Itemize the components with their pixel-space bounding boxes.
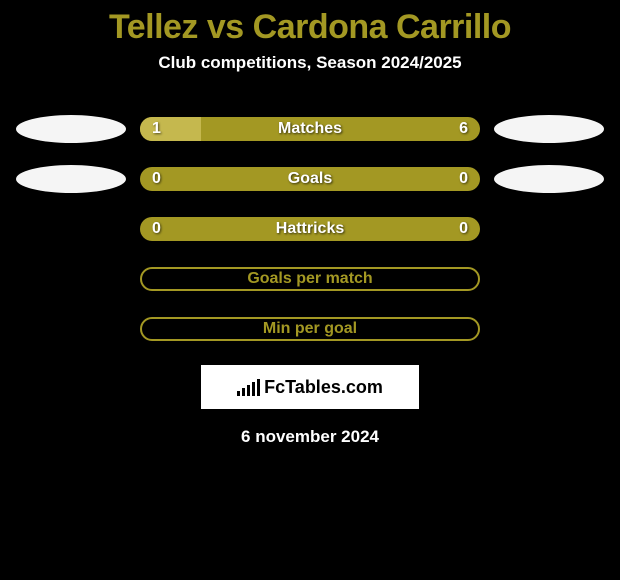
logo-content: FcTables.com [237,377,383,398]
icon-spacer [494,265,604,293]
stat-value-left: 0 [152,220,161,238]
stat-bar: Min per goal [140,317,480,341]
player-right-icon [494,115,604,143]
logo-box[interactable]: FcTables.com [201,365,419,409]
bar-fill-left [140,117,201,141]
icon-spacer [494,215,604,243]
icon-spacer [16,215,126,243]
player-left-icon [16,115,126,143]
player-right-icon [494,165,604,193]
stat-row: 1 Matches 6 [0,115,620,143]
stat-value-right: 0 [459,170,468,188]
stat-row: Min per goal [0,315,620,343]
stat-label: Goals [288,170,332,188]
stat-row: Goals per match [0,265,620,293]
page-title: Tellez vs Cardona Carrillo [0,8,620,47]
comparison-widget: Tellez vs Cardona Carrillo Club competit… [0,0,620,455]
icon-spacer [494,315,604,343]
stat-value-right: 0 [459,220,468,238]
stat-label: Goals per match [247,270,372,288]
icon-spacer [16,265,126,293]
stat-value-left: 0 [152,170,161,188]
stat-value-right: 6 [459,120,468,138]
stats-container: 1 Matches 6 0 Goals 0 0 Hattricks 0 Goals per mat… [0,115,620,343]
stat-bar: Goals per match [140,267,480,291]
stat-bar: 1 Matches 6 [140,117,480,141]
stat-label: Matches [278,120,342,138]
stat-bar: 0 Goals 0 [140,167,480,191]
stat-label: Min per goal [263,320,357,338]
stat-row: 0 Hattricks 0 [0,215,620,243]
logo-text: FcTables.com [264,377,383,398]
stat-value-left: 1 [152,120,161,138]
logo-bars-icon [237,378,260,396]
subtitle: Club competitions, Season 2024/2025 [0,53,620,73]
date-text: 6 november 2024 [0,427,620,447]
stat-row: 0 Goals 0 [0,165,620,193]
player-left-icon [16,165,126,193]
stat-label: Hattricks [276,220,344,238]
icon-spacer [16,315,126,343]
stat-bar: 0 Hattricks 0 [140,217,480,241]
